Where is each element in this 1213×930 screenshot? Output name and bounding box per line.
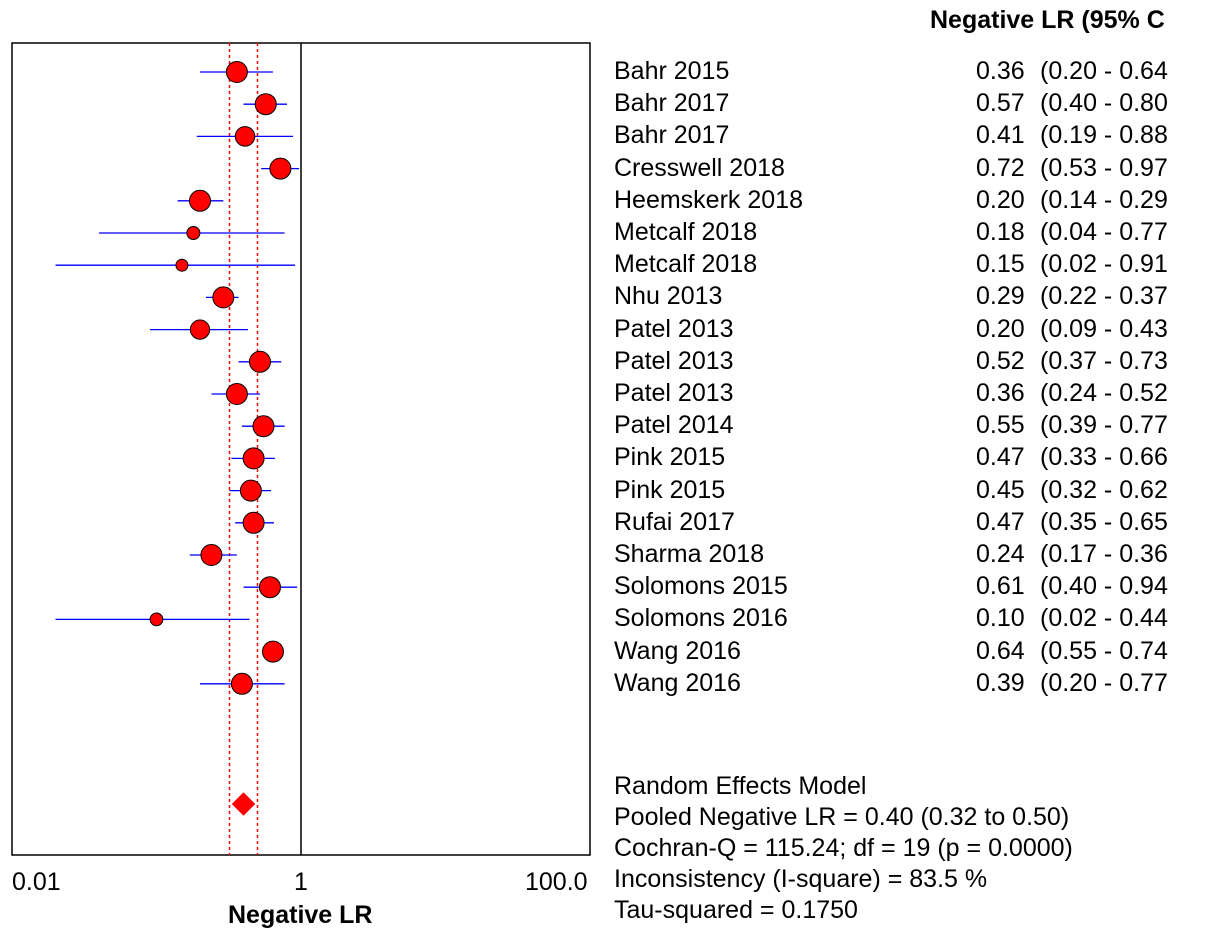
study-value: 0.36 <box>976 57 1025 85</box>
x-tick-label: 0.01 <box>12 868 61 896</box>
study-name: Patel 2013 <box>614 379 734 407</box>
study-point <box>239 479 262 502</box>
study-ci: (0.32 - 0.62 <box>1040 475 1168 504</box>
study-value: 0.47 <box>976 443 1025 472</box>
study-ci: (0.22 - 0.37 <box>1040 282 1168 311</box>
x-tick-label: 100.0 <box>525 868 588 896</box>
study-value: 0.36 <box>976 379 1025 407</box>
study-point <box>149 612 164 627</box>
study-ci: (0.09 - 0.43 <box>1040 314 1168 343</box>
study-value: 0.52 <box>976 346 1025 375</box>
x-tick-label: 1 <box>294 868 308 896</box>
summary-line: Random Effects Model <box>614 772 867 800</box>
study-point <box>252 415 275 438</box>
study-name: Solomons 2015 <box>614 572 788 601</box>
study-ci: (0.37 - 0.73 <box>1040 346 1168 375</box>
study-name: Pink 2015 <box>614 443 726 472</box>
study-ci: (0.24 - 0.52 <box>1040 379 1168 407</box>
study-ci: (0.53 - 0.97 <box>1040 153 1168 182</box>
study-ci: (0.35 - 0.65 <box>1040 507 1168 536</box>
summary-line: Tau-squared = 0.1750 <box>614 896 858 924</box>
study-name: Nhu 2013 <box>614 282 723 311</box>
study-value: 0.10 <box>976 604 1025 633</box>
study-name: Bahr 2015 <box>614 57 730 85</box>
study-ci: (0.02 - 0.91 <box>1040 250 1168 279</box>
study-ci: (0.55 - 0.74 <box>1040 636 1168 665</box>
x-axis-title: Negative LR <box>228 901 373 929</box>
study-ci: (0.04 - 0.77 <box>1040 218 1168 246</box>
study-name: Wang 2016 <box>614 668 741 697</box>
study-value: 0.64 <box>976 636 1025 665</box>
study-ci: (0.02 - 0.44 <box>1040 604 1168 633</box>
study-point <box>248 350 271 373</box>
study-name: Metcalf 2018 <box>614 250 758 279</box>
study-value: 0.29 <box>976 282 1025 311</box>
study-point <box>230 672 253 695</box>
study-ci: (0.33 - 0.66 <box>1040 443 1168 472</box>
study-ci: (0.39 - 0.77 <box>1040 411 1168 440</box>
study-ci: (0.40 - 0.94 <box>1040 572 1168 601</box>
study-ci: (0.40 - 0.80 <box>1040 89 1168 118</box>
study-name: Cresswell 2018 <box>614 153 785 182</box>
summary-line: Inconsistency (I-square) = 83.5 % <box>614 865 988 893</box>
study-value: 0.41 <box>976 121 1025 150</box>
study-ci: (0.19 - 0.88 <box>1040 121 1168 150</box>
study-name: Patel 2013 <box>614 314 734 343</box>
study-point <box>254 93 277 116</box>
study-name: Pink 2015 <box>614 475 726 504</box>
study-point <box>269 157 292 180</box>
column-header: Negative LR (95% C <box>930 6 1165 34</box>
study-ci: (0.20 - 0.77 <box>1040 668 1168 697</box>
study-name: Rufai 2017 <box>614 507 735 536</box>
study-point <box>234 126 256 147</box>
study-point <box>212 286 235 309</box>
study-point <box>175 258 189 272</box>
pooled-diamond <box>231 792 256 816</box>
study-name: Patel 2013 <box>614 346 734 375</box>
study-value: 0.20 <box>976 314 1025 343</box>
study-value: 0.24 <box>976 540 1025 568</box>
study-point <box>200 544 223 566</box>
study-name: Solomons 2016 <box>614 604 788 633</box>
summary-line: Pooled Negative LR = 0.40 (0.32 to 0.50) <box>614 803 1070 831</box>
study-value: 0.55 <box>976 411 1025 440</box>
study-point <box>189 319 211 340</box>
study-value: 0.61 <box>976 572 1025 601</box>
study-point <box>188 189 211 212</box>
study-point <box>242 511 265 534</box>
summary-line: Cochran-Q = 115.24; df = 19 (p = 0.0000) <box>614 834 1073 862</box>
study-name: Heemskerk 2018 <box>614 185 803 214</box>
study-point <box>261 640 284 663</box>
study-value: 0.15 <box>976 250 1025 279</box>
study-name: Wang 2016 <box>614 636 741 665</box>
study-point <box>225 61 248 83</box>
study-name: Bahr 2017 <box>614 89 730 118</box>
study-name: Metcalf 2018 <box>614 218 758 246</box>
study-value: 0.72 <box>976 153 1025 182</box>
study-ci: (0.17 - 0.36 <box>1040 540 1168 568</box>
study-value: 0.45 <box>976 475 1025 504</box>
study-value: 0.47 <box>976 507 1025 536</box>
study-point <box>186 225 201 241</box>
study-value: 0.57 <box>976 89 1025 118</box>
study-value: 0.39 <box>976 668 1025 697</box>
study-name: Patel 2014 <box>614 411 734 440</box>
study-value: 0.18 <box>976 218 1025 246</box>
study-point <box>225 383 248 405</box>
study-point <box>242 447 265 470</box>
study-name: Sharma 2018 <box>614 540 765 568</box>
study-point <box>258 576 281 599</box>
study-value: 0.20 <box>976 185 1025 214</box>
study-ci: (0.14 - 0.29 <box>1040 185 1168 214</box>
study-ci: (0.20 - 0.64 <box>1040 57 1168 85</box>
study-name: Bahr 2017 <box>614 121 730 150</box>
